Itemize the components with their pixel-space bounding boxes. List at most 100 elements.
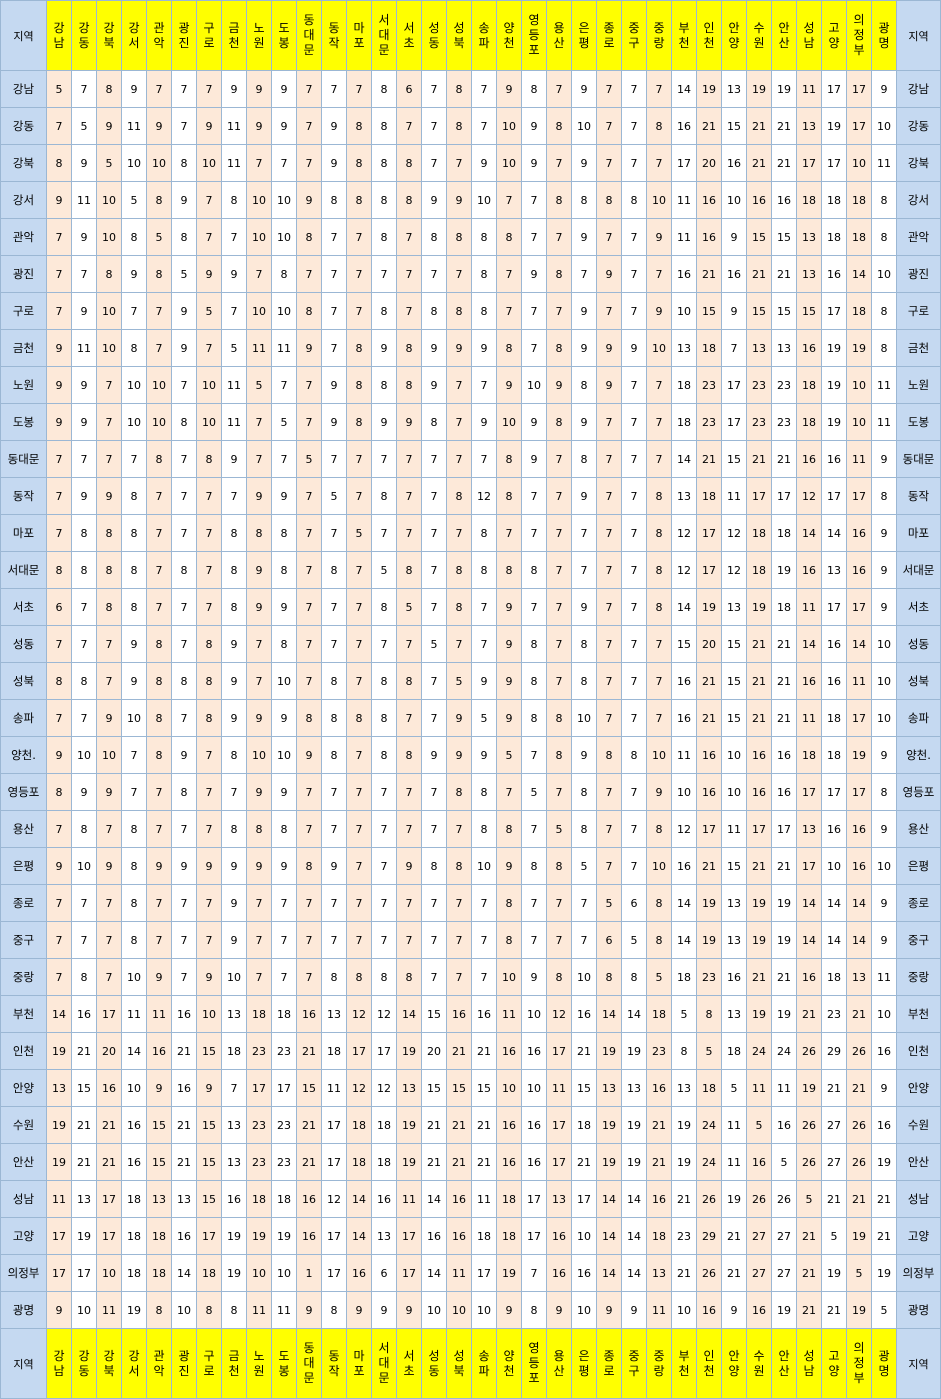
column-header-label: 수원 <box>753 1348 765 1378</box>
column-header-label: 구로 <box>203 1348 215 1378</box>
table-cell: 15 <box>146 1143 172 1181</box>
table-cell: 10 <box>671 292 697 330</box>
table-cell: 7 <box>596 625 622 663</box>
table-cell: 17 <box>546 1032 572 1070</box>
row-label: 은평 <box>0 847 47 885</box>
table-cell: 16 <box>696 736 722 774</box>
table-cell: 8 <box>221 181 247 219</box>
table-cell: 13 <box>721 921 747 959</box>
table-cell: 8 <box>171 773 197 811</box>
corner-label: 지역 <box>896 1328 941 1399</box>
table-cell: 5 <box>146 218 172 256</box>
table-cell: 8 <box>371 736 397 774</box>
table-row: 노원 9 9 7 10 10 7 10 11 5 7 7 9 8 8 8 9 7 7 9 10 9 8 9 7 7 18 23 17 23… <box>0 366 941 404</box>
table-cell: 7 <box>596 218 622 256</box>
table-cell: 9 <box>196 107 222 145</box>
table-cell: 18 <box>646 995 672 1033</box>
column-header: 동작 <box>321 1328 347 1399</box>
table-cell: 7 <box>621 810 647 848</box>
table-cell: 9 <box>296 181 322 219</box>
table-cell: 7 <box>246 144 272 182</box>
table-cell: 13 <box>671 477 697 515</box>
table-cell: 10 <box>646 181 672 219</box>
table-cell: 7 <box>646 699 672 737</box>
table-cell: 10 <box>196 144 222 182</box>
column-header: 송파 <box>471 0 497 71</box>
table-cell: 17 <box>846 477 872 515</box>
table-cell: 21 <box>446 1143 472 1181</box>
table-cell: 8 <box>71 662 97 700</box>
table-row: 광명 9 10 11 19 8 10 8 8 11 11 9 8 9 9 9 10 10 10 9 8 9 10 9 9 11 10… <box>0 1291 941 1329</box>
table-cell: 15 <box>571 1069 597 1107</box>
table-cell: 10 <box>246 218 272 256</box>
column-header: 성남 <box>796 0 822 71</box>
table-cell: 8 <box>546 699 572 737</box>
table-cell: 9 <box>871 921 897 959</box>
row-label: 중구 <box>0 921 47 959</box>
column-header: 성동 <box>421 0 447 71</box>
table-cell: 11 <box>721 810 747 848</box>
table-cell: 13 <box>171 1180 197 1218</box>
table-cell: 15 <box>721 440 747 478</box>
table-cell: 21 <box>771 699 797 737</box>
table-cell: 8 <box>146 736 172 774</box>
row-label: 성북 <box>0 662 47 700</box>
column-header: 종로 <box>596 0 622 71</box>
table-cell: 9 <box>171 847 197 885</box>
table-cell: 7 <box>396 699 422 737</box>
column-header-label: 성북 <box>453 20 465 50</box>
row-label: 고양 <box>0 1217 47 1255</box>
table-cell: 8 <box>346 699 372 737</box>
column-header-label: 구로 <box>203 20 215 50</box>
column-header-label: 인천 <box>703 20 715 50</box>
table-cell: 10 <box>121 958 147 996</box>
table-cell: 7 <box>171 921 197 959</box>
table-cell: 15 <box>746 218 772 256</box>
table-cell: 7 <box>621 366 647 404</box>
table-cell: 7 <box>446 958 472 996</box>
table-cell: 16 <box>796 551 822 589</box>
row-label: 동대문 <box>896 440 941 478</box>
table-cell: 7 <box>321 773 347 811</box>
table-cell: 18 <box>121 1180 147 1218</box>
table-row: 동대문 7 7 7 7 8 7 8 9 7 7 5 7 7 7 7 7 7 7 8 9 7 8 7 7 7 14 21 15 21 21 16… <box>0 440 941 478</box>
table-cell: 8 <box>396 329 422 367</box>
table-cell: 10 <box>871 662 897 700</box>
table-cell: 7 <box>346 440 372 478</box>
column-header: 안양 <box>721 1328 747 1399</box>
table-cell: 8 <box>371 70 397 108</box>
table-cell: 11 <box>646 1291 672 1329</box>
table-cell: 7 <box>521 736 547 774</box>
table-cell: 16 <box>821 810 847 848</box>
table-cell: 7 <box>346 625 372 663</box>
column-header-label: 강동 <box>78 20 90 50</box>
table-cell: 11 <box>671 736 697 774</box>
column-header: 도봉 <box>271 0 297 71</box>
table-cell: 7 <box>246 958 272 996</box>
table-cell: 5 <box>621 921 647 959</box>
table-row: 서대문 8 8 8 8 7 8 7 8 9 8 7 8 7 5 8 7 8 8 8 8 7 7 7 7 8 12 17 12 18 19 16… <box>0 551 941 589</box>
table-cell: 8 <box>96 551 122 589</box>
table-cell: 9 <box>321 144 347 182</box>
table-cell: 18 <box>371 1143 397 1181</box>
table-cell: 8 <box>671 1032 697 1070</box>
row-label: 부천 <box>896 995 941 1033</box>
table-cell: 8 <box>521 699 547 737</box>
table-cell: 7 <box>296 884 322 922</box>
table-cell: 8 <box>371 292 397 330</box>
table-cell: 7 <box>496 292 522 330</box>
column-header: 서초 <box>396 1328 422 1399</box>
table-cell: 19 <box>396 1032 422 1070</box>
table-cell: 21 <box>696 662 722 700</box>
column-header: 광진 <box>171 0 197 71</box>
table-cell: 19 <box>696 884 722 922</box>
table-cell: 17 <box>846 588 872 626</box>
column-header-label: 중랑 <box>653 20 665 50</box>
table-cell: 7 <box>521 218 547 256</box>
table-cell: 14 <box>796 514 822 552</box>
table-cell: 21 <box>671 1254 697 1292</box>
table-cell: 8 <box>146 699 172 737</box>
table-cell: 21 <box>846 995 872 1033</box>
table-cell: 8 <box>371 366 397 404</box>
table-cell: 10 <box>171 1291 197 1329</box>
